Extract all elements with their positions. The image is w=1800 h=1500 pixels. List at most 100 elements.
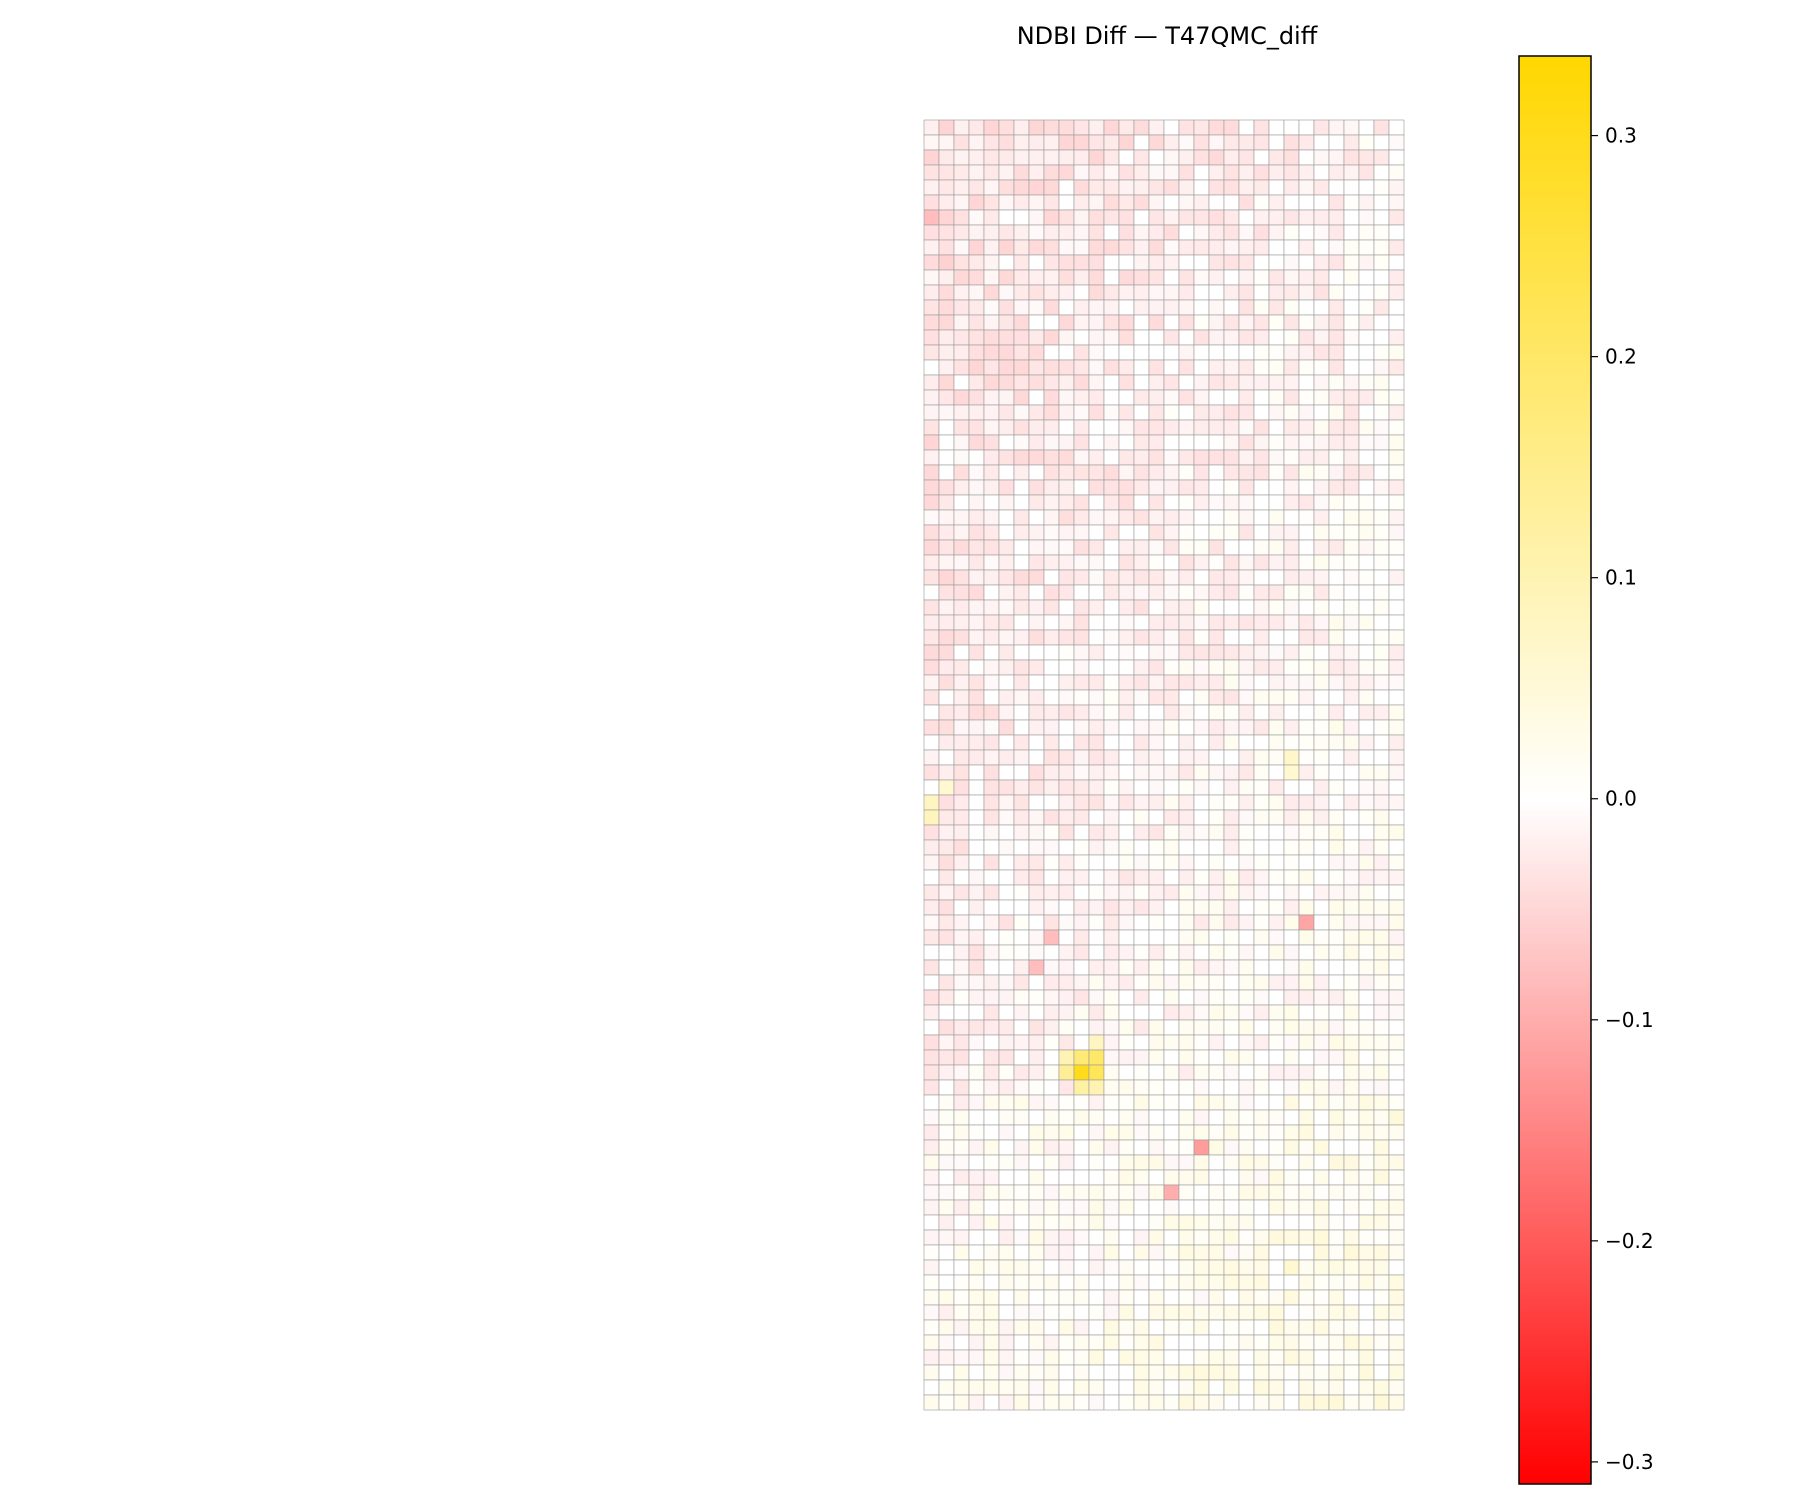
heatmap-cell [1253,1304,1270,1321]
heatmap-cell [1163,1304,1180,1321]
heatmap-cell [1313,929,1330,946]
heatmap-cell [1043,989,1060,1006]
heatmap-cell [1013,1064,1030,1081]
heatmap-cell [1388,674,1405,691]
heatmap-cell [1343,1199,1360,1216]
heatmap-cell [1088,284,1105,301]
heatmap-cell [1373,974,1390,991]
heatmap-cell [1178,1124,1195,1141]
heatmap-cell [1373,239,1390,256]
heatmap-cell [1013,209,1030,226]
heatmap-cell [1253,1109,1270,1126]
heatmap-cell [1118,824,1135,841]
heatmap-cell [1073,794,1090,811]
heatmap-cell [1343,764,1360,781]
heatmap-cell [1193,524,1210,541]
heatmap-cell [1178,734,1195,751]
heatmap-cell [1073,1229,1090,1246]
heatmap-cell [1253,179,1270,196]
heatmap-cell [1133,749,1150,766]
heatmap-cell [1148,404,1165,421]
heatmap-cell [1283,1184,1300,1201]
heatmap-cell [998,884,1015,901]
heatmap-cell [1163,584,1180,601]
heatmap-cell [1013,749,1030,766]
heatmap-cell [1073,1034,1090,1051]
heatmap-cell [1163,389,1180,406]
heatmap-cell [1238,734,1255,751]
heatmap-cell [1178,974,1195,991]
heatmap-cell [1223,374,1240,391]
heatmap-cell [1073,389,1090,406]
heatmap-cell [1163,599,1180,616]
heatmap-cell [1028,1274,1045,1291]
heatmap-cell [1283,1289,1300,1306]
heatmap-cell [998,1289,1015,1306]
heatmap-cell [1088,1154,1105,1171]
heatmap-cell [1163,209,1180,226]
heatmap-cell [953,329,970,346]
heatmap-cell [1358,944,1375,961]
heatmap-cell [1388,884,1405,901]
heatmap-cell [1388,839,1405,856]
heatmap-cell [968,1334,985,1351]
heatmap-cell [1313,944,1330,961]
heatmap-cell [1313,509,1330,526]
heatmap-cell [1073,884,1090,901]
heatmap-cell [953,929,970,946]
heatmap-cell [1163,1244,1180,1261]
heatmap-cell [1058,1229,1075,1246]
heatmap-cell [983,659,1000,676]
heatmap-cell [1268,554,1285,571]
heatmap-cell [1298,1124,1315,1141]
heatmap-cell [1013,779,1030,796]
heatmap-cell [1028,914,1045,931]
heatmap-cell [1313,614,1330,631]
heatmap-cell [1283,959,1300,976]
heatmap-cell [953,674,970,691]
heatmap-cell [1028,1034,1045,1051]
heatmap-cell [1268,164,1285,181]
heatmap-cell [1043,449,1060,466]
heatmap-cell [1373,539,1390,556]
heatmap-cell [1223,1184,1240,1201]
heatmap-cell [938,644,955,661]
heatmap-cell [1268,134,1285,151]
heatmap-cell [1238,494,1255,511]
heatmap-cell [998,479,1015,496]
heatmap-cell [1283,929,1300,946]
heatmap-cell [1103,539,1120,556]
heatmap-cell [1253,824,1270,841]
heatmap-cell [1148,524,1165,541]
heatmap-cell [1208,134,1225,151]
heatmap-cell [1013,1304,1030,1321]
heatmap-cell [1178,359,1195,376]
heatmap-cell [1058,839,1075,856]
heatmap-cell [938,974,955,991]
heatmap-cell [938,269,955,286]
heatmap-cell [1268,119,1285,136]
heatmap-cell [983,839,1000,856]
heatmap-cell [968,1319,985,1336]
heatmap-cell [1028,179,1045,196]
heatmap-cell [1298,479,1315,496]
heatmap-cell [1073,1139,1090,1156]
heatmap-cell [1253,869,1270,886]
heatmap-cell [1193,1079,1210,1096]
heatmap-cell [1133,149,1150,166]
heatmap-cell [953,839,970,856]
heatmap-cell [1088,1184,1105,1201]
heatmap-cell [1343,164,1360,181]
heatmap-cell [1118,1229,1135,1246]
heatmap-cell [1298,1019,1315,1036]
heatmap-cell [1148,689,1165,706]
heatmap-cell [968,644,985,661]
heatmap-cell [1148,959,1165,976]
heatmap-cell [938,809,955,826]
heatmap-cell [1223,269,1240,286]
heatmap-cell [968,329,985,346]
heatmap-cell [1373,479,1390,496]
heatmap-cell [968,1364,985,1381]
heatmap-cell [1223,179,1240,196]
heatmap-cell [1133,959,1150,976]
